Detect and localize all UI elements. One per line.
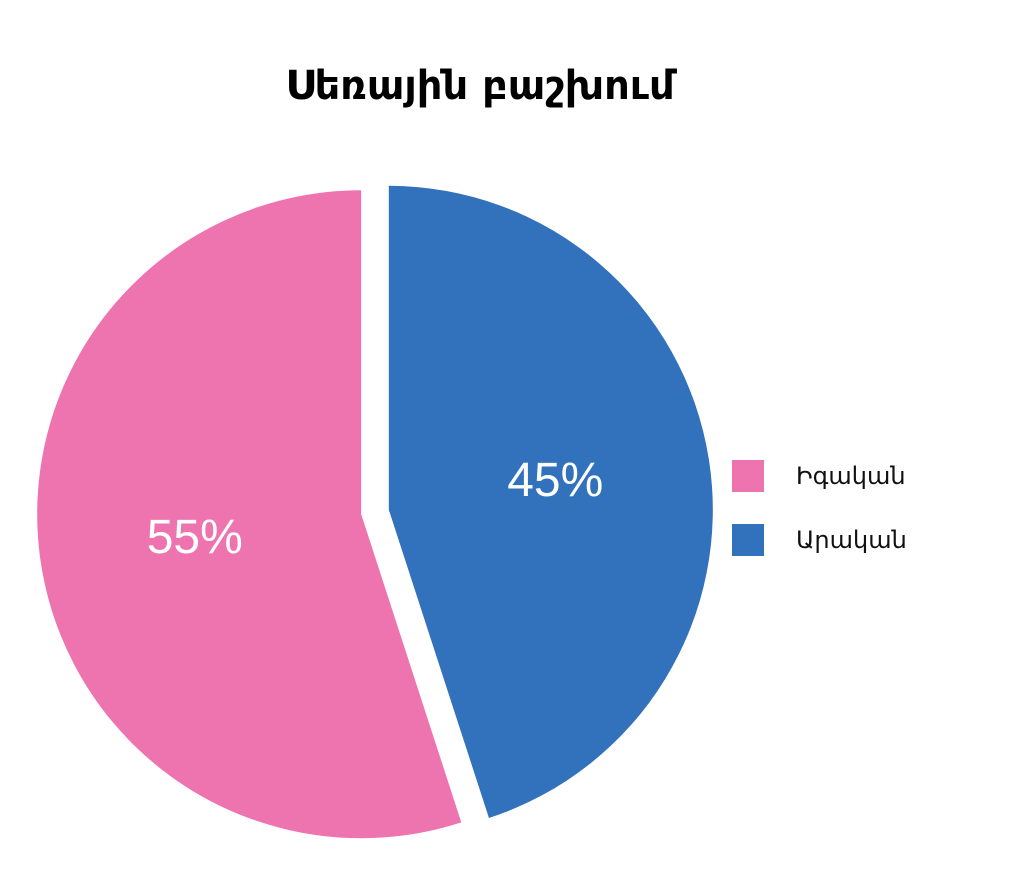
- pie-slices: [37, 185, 713, 839]
- pie-value-labels: 55% 45%: [147, 454, 604, 564]
- legend-label-male: Արական: [796, 526, 907, 554]
- legend: Իգական Արական: [732, 458, 907, 586]
- slice-value-label-female: 55%: [147, 511, 243, 564]
- legend-item-female: Իգական: [732, 458, 907, 494]
- legend-swatch-female: [732, 460, 764, 492]
- legend-item-male: Արական: [732, 522, 907, 558]
- slice-value-label-male: 45%: [507, 454, 603, 507]
- pie-slice-female: [37, 190, 462, 839]
- legend-swatch-male: [732, 524, 764, 556]
- legend-label-female: Իգական: [796, 462, 906, 490]
- pie-slice-male: [388, 185, 713, 818]
- chart-title: Սեռային բաշխում: [285, 63, 675, 109]
